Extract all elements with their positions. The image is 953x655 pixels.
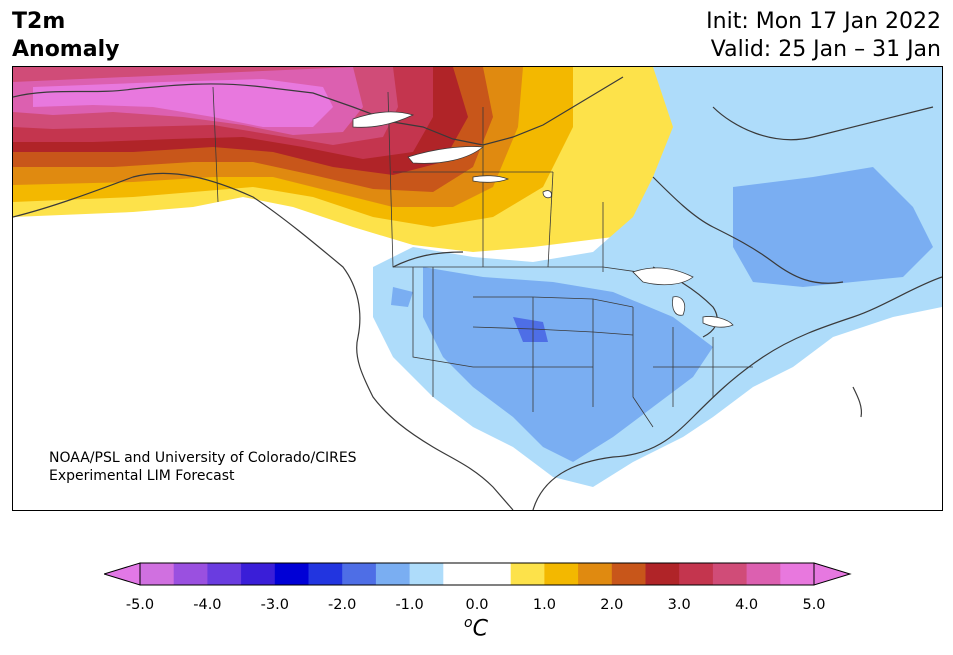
- credit-line-2: Experimental LIM Forecast: [49, 468, 235, 484]
- colorbar-tick-label: 0.0: [465, 597, 489, 613]
- colorbar-bin: [477, 563, 512, 585]
- colorbar-bin: [645, 563, 680, 585]
- colorbar-bin: [274, 563, 309, 585]
- colorbar-bin: [746, 563, 781, 585]
- coastlines: [13, 76, 942, 510]
- colorbar-tick-label: 1.0: [532, 597, 556, 613]
- colorbar-bin: [308, 563, 343, 585]
- colorbar-bin: [510, 563, 545, 585]
- colorbar-tick-label: -2.0: [328, 597, 357, 613]
- title-line-2: Anomaly: [12, 37, 120, 62]
- unit-superscript: o: [464, 615, 473, 631]
- colorbar-bin: [342, 563, 377, 585]
- init-date: Init: Mon 17 Jan 2022: [706, 9, 941, 34]
- colorbar-tick-label: -3.0: [260, 597, 289, 613]
- colorbar-unit: oC: [464, 615, 488, 641]
- map-canvas: [13, 67, 942, 510]
- forecast-dates: Init: Mon 17 Jan 2022 Valid: 25 Jan – 31…: [706, 8, 941, 64]
- colorbar-bin: [679, 563, 714, 585]
- colorbar-bin: [712, 563, 748, 585]
- colorbar-tick-label: 3.0: [667, 597, 691, 613]
- credit-text: NOAA/PSL and University of Colorado/CIRE…: [49, 449, 357, 485]
- colorbar-bin: [443, 563, 478, 585]
- colorbar-tick-label: 2.0: [600, 597, 624, 613]
- valid-date: Valid: 25 Jan – 31 Jan: [710, 37, 941, 62]
- colorbar-bin: [241, 563, 276, 585]
- colorbar-bin: [780, 563, 815, 585]
- unit-letter: C: [472, 616, 488, 642]
- state-borders: [212, 86, 753, 428]
- colorbar-tick-label: -1.0: [395, 597, 424, 613]
- colorbar-tick-label: -4.0: [193, 597, 222, 613]
- lakes: [352, 111, 734, 328]
- colorbar-max-extend: [813, 562, 852, 586]
- colorbar-bin: [578, 563, 613, 585]
- colorbar-bin: [140, 563, 175, 585]
- colorbar: [104, 562, 852, 586]
- colorbar-tick-label: -5.0: [125, 597, 155, 613]
- title-line-1: T2m: [12, 9, 66, 34]
- colorbar-bin: [207, 563, 242, 585]
- colorbar-min-extend: [104, 562, 141, 586]
- colorbar-bins: [140, 563, 815, 585]
- colorbar-bin: [409, 563, 444, 585]
- colorbar-bin: [375, 563, 411, 585]
- map-title: T2m Anomaly: [12, 8, 119, 64]
- credit-line-1: NOAA/PSL and University of Colorado/CIRE…: [49, 450, 357, 466]
- colorbar-bin: [173, 563, 208, 585]
- colorbar-tick-label: 4.0: [735, 597, 759, 613]
- colorbar-bin: [611, 563, 646, 585]
- colorbar-tick-label: 5.0: [802, 597, 826, 613]
- anomaly-map: [12, 66, 943, 511]
- colorbar-bin: [544, 563, 579, 585]
- colorbar-outline: [139, 562, 815, 586]
